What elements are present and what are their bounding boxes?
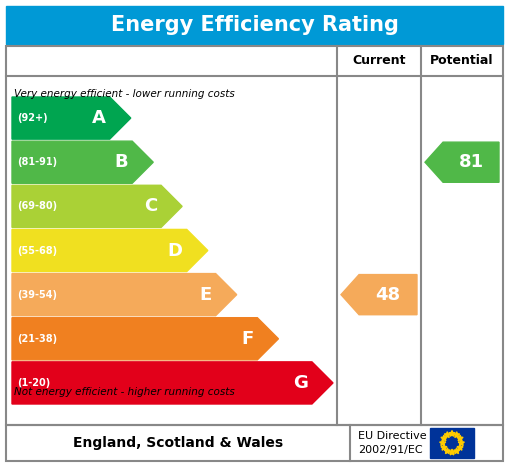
Polygon shape: [454, 432, 460, 438]
Text: Energy Efficiency Rating: Energy Efficiency Rating: [110, 15, 399, 35]
Polygon shape: [449, 431, 455, 436]
Bar: [6, 46, 503, 425]
Polygon shape: [12, 185, 182, 227]
Polygon shape: [454, 448, 460, 453]
Polygon shape: [425, 142, 499, 182]
Text: 81: 81: [459, 153, 484, 171]
Text: A: A: [92, 109, 106, 127]
Bar: [6, 425, 503, 461]
Text: Current: Current: [352, 55, 406, 68]
Polygon shape: [341, 275, 417, 315]
Polygon shape: [12, 229, 208, 272]
Text: Not energy efficient - higher running costs: Not energy efficient - higher running co…: [14, 387, 235, 397]
Text: (1-20): (1-20): [17, 378, 50, 388]
Text: G: G: [293, 374, 308, 392]
Polygon shape: [458, 440, 464, 446]
Text: D: D: [168, 241, 183, 260]
Text: 48: 48: [376, 286, 401, 304]
Text: (55-68): (55-68): [17, 246, 57, 255]
Polygon shape: [449, 449, 455, 455]
Text: (39-54): (39-54): [17, 290, 57, 300]
Polygon shape: [457, 445, 463, 450]
Polygon shape: [444, 448, 450, 453]
Text: B: B: [115, 153, 128, 171]
Polygon shape: [12, 274, 237, 316]
Polygon shape: [444, 432, 450, 438]
Polygon shape: [441, 435, 447, 441]
Text: EU Directive
2002/91/EC: EU Directive 2002/91/EC: [358, 432, 427, 454]
Text: E: E: [200, 286, 212, 304]
Text: F: F: [241, 330, 253, 348]
Polygon shape: [12, 318, 278, 360]
Polygon shape: [457, 435, 463, 441]
Bar: [6, 6, 503, 44]
Text: (69-80): (69-80): [17, 201, 57, 212]
Text: Very energy efficient - lower running costs: Very energy efficient - lower running co…: [14, 89, 235, 99]
Text: Potential: Potential: [430, 55, 494, 68]
Polygon shape: [12, 97, 131, 139]
Polygon shape: [441, 445, 447, 450]
Polygon shape: [12, 141, 153, 183]
Text: (21-38): (21-38): [17, 334, 57, 344]
Bar: [430, 428, 474, 458]
Polygon shape: [12, 362, 333, 404]
Text: England, Scotland & Wales: England, Scotland & Wales: [73, 436, 283, 450]
Polygon shape: [440, 440, 446, 446]
Text: (81-91): (81-91): [17, 157, 57, 167]
Text: C: C: [144, 198, 157, 215]
Text: (92+): (92+): [17, 113, 48, 123]
